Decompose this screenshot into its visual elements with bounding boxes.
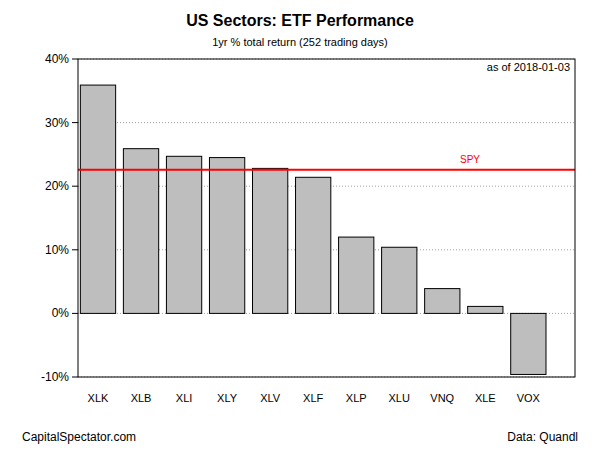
caption-right: Data: Quandl bbox=[507, 430, 578, 444]
tick-mark bbox=[72, 59, 78, 60]
annotation: as of 2018-01-03 bbox=[487, 61, 570, 73]
tick-label: 30% bbox=[45, 116, 69, 130]
caption-left: CapitalSpectator.com bbox=[22, 430, 136, 444]
bar bbox=[123, 149, 158, 314]
background bbox=[0, 0, 600, 450]
tick-label: 40% bbox=[45, 52, 69, 66]
grid-line bbox=[78, 122, 575, 123]
bar bbox=[209, 158, 244, 314]
bar bbox=[511, 313, 546, 374]
tick-label: -10% bbox=[41, 370, 69, 384]
tick-label: 10% bbox=[45, 243, 69, 257]
tick-mark bbox=[72, 186, 78, 187]
tick-mark bbox=[72, 377, 78, 378]
reference-label: SPY bbox=[460, 154, 480, 165]
category-label: VOX bbox=[517, 392, 541, 404]
bar bbox=[339, 237, 374, 313]
category-label: XLU bbox=[389, 392, 410, 404]
bar bbox=[425, 289, 460, 314]
category-label: XLF bbox=[303, 392, 323, 404]
category-label: XLK bbox=[88, 392, 109, 404]
bar bbox=[80, 85, 115, 313]
category-label: XLB bbox=[131, 392, 152, 404]
tick-label: 20% bbox=[45, 179, 69, 193]
bar bbox=[468, 306, 503, 313]
bar bbox=[166, 156, 201, 313]
category-label: XLI bbox=[176, 392, 193, 404]
tick-mark bbox=[72, 249, 78, 250]
plot-marks bbox=[78, 85, 575, 374]
category-label: XLE bbox=[475, 392, 496, 404]
bar bbox=[296, 177, 331, 313]
reference-line bbox=[78, 169, 575, 171]
subtitle: 1yr % total return (252 trading days) bbox=[212, 36, 387, 48]
chart: US Sectors: ETF Performance 1yr % total r… bbox=[0, 0, 600, 450]
bar bbox=[382, 247, 417, 313]
tick-mark bbox=[72, 313, 78, 314]
plot-frame bbox=[78, 59, 575, 377]
tick-mark bbox=[72, 122, 78, 123]
tick-label: 0% bbox=[52, 306, 70, 320]
category-label: XLY bbox=[217, 392, 238, 404]
category-label: VNQ bbox=[430, 392, 454, 404]
category-label: XLP bbox=[346, 392, 367, 404]
title: US Sectors: ETF Performance bbox=[186, 12, 414, 29]
bar bbox=[252, 168, 287, 313]
category-label: XLV bbox=[260, 392, 281, 404]
